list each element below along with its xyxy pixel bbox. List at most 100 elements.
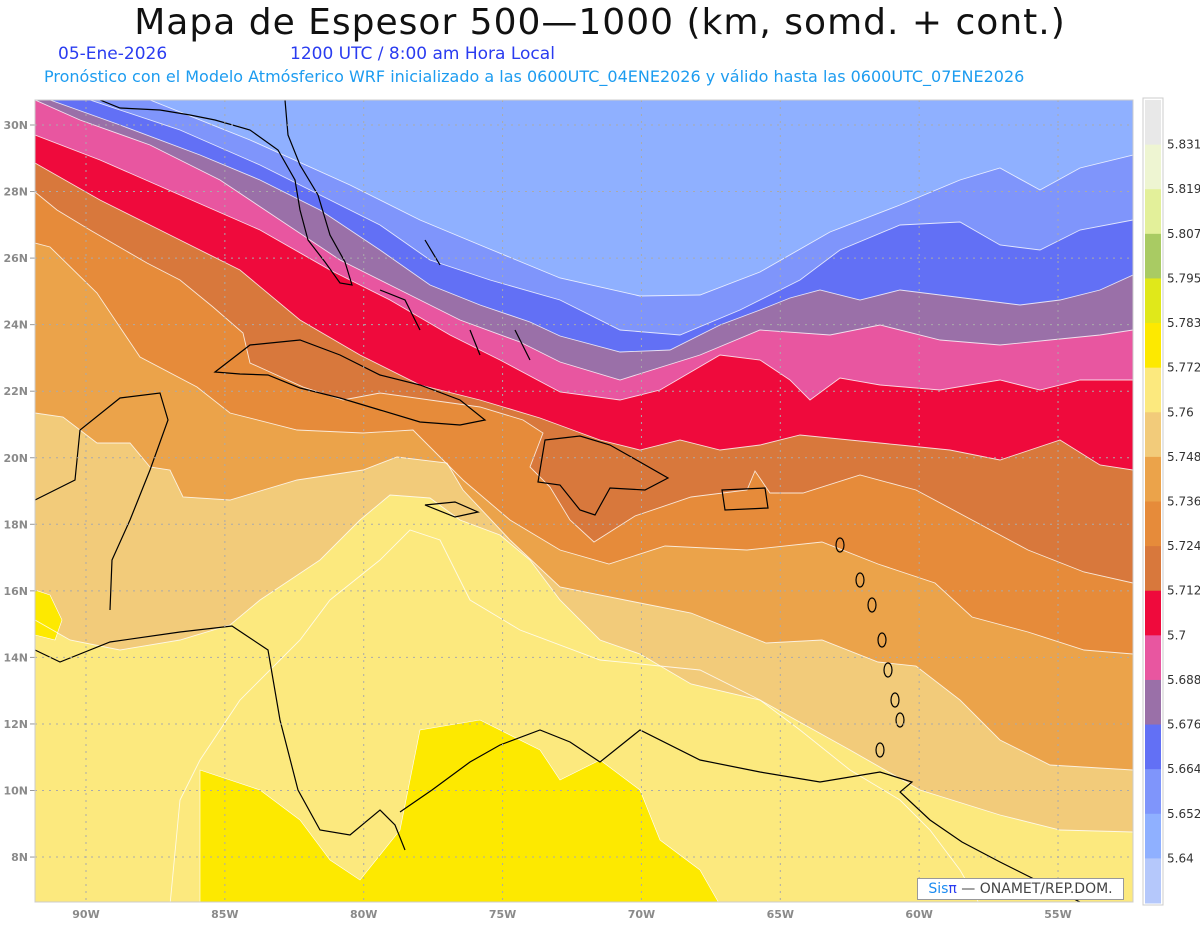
lon-label: 55W xyxy=(1044,908,1071,921)
colorbar-label: 5.783 xyxy=(1167,316,1200,330)
forecast-note: Pronóstico con el Modelo Atmósferico WRF… xyxy=(44,67,1025,86)
coastline xyxy=(213,339,487,426)
island xyxy=(875,742,885,758)
island xyxy=(883,662,893,678)
colorbar-label: 5.676 xyxy=(1167,718,1200,732)
colorbar-swatch xyxy=(1145,546,1161,592)
coastlines xyxy=(35,100,1081,902)
lon-label: 65W xyxy=(767,908,794,921)
island xyxy=(877,632,887,648)
colorbar-swatch xyxy=(1145,724,1161,770)
coastline xyxy=(721,487,769,511)
colorbar-label: 5.748 xyxy=(1167,450,1200,464)
colorbar-swatch xyxy=(1145,501,1161,547)
forecast-date: 05-Ene-2026 xyxy=(58,44,168,64)
colorbar-label: 5.795 xyxy=(1167,271,1200,285)
colorbar-swatch xyxy=(1145,323,1161,369)
lat-label: 18N xyxy=(3,518,28,531)
lat-label: 24N xyxy=(3,319,28,332)
colorbar-swatch xyxy=(1145,858,1161,904)
thickness-band-5.772 xyxy=(35,589,63,641)
lon-label: 85W xyxy=(211,908,238,921)
lat-label: 22N xyxy=(3,385,28,398)
colorbar-swatch xyxy=(1145,456,1161,502)
lon-label: 60W xyxy=(905,908,932,921)
colorbar-label: 5.807 xyxy=(1167,227,1200,241)
colorbar-label: 5.664 xyxy=(1167,762,1200,776)
colorbar-label: 5.772 xyxy=(1167,361,1200,375)
colorbar-label: 5.64 xyxy=(1167,851,1194,865)
contour-line xyxy=(169,529,979,902)
colorbar-swatch xyxy=(1145,412,1161,458)
thickness-bands xyxy=(35,100,1133,902)
thickness-band-5.772 xyxy=(199,719,719,902)
colorbar-swatch xyxy=(1145,189,1161,235)
colorbar-swatch xyxy=(1145,635,1161,681)
pi-logo: π xyxy=(948,881,957,897)
forecast-time: 1200 UTC / 8:00 am Hora Local xyxy=(290,44,555,64)
lat-label: 26N xyxy=(3,252,28,265)
colorbar-swatch xyxy=(1145,100,1161,146)
lon-label: 75W xyxy=(489,908,516,921)
coastline xyxy=(537,435,670,516)
contour-line xyxy=(149,100,1133,297)
island xyxy=(867,597,877,613)
contour-line xyxy=(35,242,1133,655)
contour-line xyxy=(35,100,1133,381)
colorbar-swatch xyxy=(1145,813,1161,859)
lat-label: 30N xyxy=(3,119,28,132)
lat-label: 14N xyxy=(3,651,28,664)
colorbar-swatch xyxy=(1145,769,1161,815)
colorbar-swatch xyxy=(1145,278,1161,324)
lat-label: 8N xyxy=(11,851,28,864)
credit-text: — ONAMET/REP.DOM. xyxy=(956,881,1113,897)
lat-label: 12N xyxy=(3,718,28,731)
colorbar-label: 5.652 xyxy=(1167,807,1200,821)
lon-label: 90W xyxy=(72,908,99,921)
lat-label: 28N xyxy=(3,186,28,199)
colorbar-label: 5.76 xyxy=(1167,405,1194,419)
colorbar-label: 5.7 xyxy=(1167,628,1186,642)
contour-line xyxy=(35,191,1133,584)
island xyxy=(835,537,845,553)
contour-line xyxy=(35,134,1133,401)
coastline xyxy=(35,625,406,851)
colorbar-label: 5.831 xyxy=(1167,138,1200,152)
coastline xyxy=(99,100,353,286)
colorbar-swatch xyxy=(1145,367,1161,413)
contour-line xyxy=(49,100,1133,353)
colorbar-swatch xyxy=(1145,590,1161,636)
longitude-labels: 90W 85W 80W 75W 70W 65W 60W 55W xyxy=(72,908,1071,921)
thickness-band xyxy=(35,100,1133,296)
colorbar-swatch xyxy=(1145,679,1161,726)
colorbar-swatch xyxy=(1145,144,1161,190)
colorbar-label: 5.819 xyxy=(1167,182,1200,196)
credit-brand: Sis xyxy=(928,881,949,897)
island xyxy=(855,572,865,588)
colorbar-label: 5.736 xyxy=(1167,495,1200,509)
colorbar-label: 5.688 xyxy=(1167,673,1200,687)
colorbar-swatch xyxy=(1145,233,1161,279)
coastline xyxy=(379,239,531,361)
map-frame xyxy=(34,99,1134,903)
coastline xyxy=(399,729,1081,902)
contour-line xyxy=(89,100,1133,336)
lat-label: 16N xyxy=(3,585,28,598)
island xyxy=(895,712,905,728)
contour-line xyxy=(35,412,1133,771)
lat-lon-grid xyxy=(30,100,1133,902)
colorbar-label: 5.712 xyxy=(1167,584,1200,598)
lon-label: 70W xyxy=(628,908,655,921)
lon-label: 80W xyxy=(350,908,377,921)
lat-label: 20N xyxy=(3,452,28,465)
colorbar-label: 5.724 xyxy=(1167,539,1200,553)
contour-line xyxy=(35,162,1133,471)
coastline xyxy=(424,501,480,518)
latitude-labels: 30N 28N 26N 24N 22N 20N 18N 16N 14N 12N 10N 8N xyxy=(3,119,28,864)
island xyxy=(890,692,900,708)
color-legend: 5.831 5.819 5.807 5.795 5.783 5.772 5.76 5.748 5… xyxy=(1142,97,1200,906)
coastline xyxy=(35,392,169,611)
map-title: Mapa de Espesor 500—1000 (km, somd. + co… xyxy=(134,2,1066,43)
lat-label: 10N xyxy=(3,785,28,798)
